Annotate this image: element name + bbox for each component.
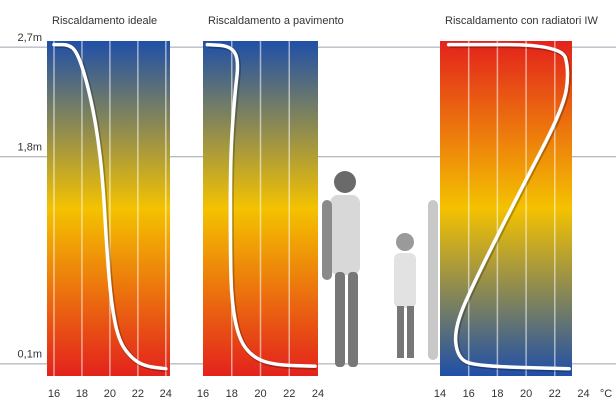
x-tick-label: 24: [577, 388, 589, 400]
x-tick-label: 16: [197, 388, 209, 400]
x-tick-label: 24: [312, 388, 324, 400]
x-tick-label: 22: [132, 388, 144, 400]
x-tick-label: 22: [283, 388, 295, 400]
x-axis-label: °C: [600, 388, 612, 400]
x-tick-label: 18: [76, 388, 88, 400]
x-tick-label: 24: [160, 388, 172, 400]
x-tick-label: 20: [254, 388, 266, 400]
x-tick-label: 20: [520, 388, 532, 400]
y-tick-label: 2,7m: [18, 32, 42, 44]
x-tick-label: 18: [226, 388, 238, 400]
panel-title: Riscaldamento a pavimento: [208, 15, 344, 27]
profile-line: [446, 42, 571, 371]
y-tick-label: 0,1m: [18, 349, 42, 361]
x-tick-label: 14: [434, 388, 446, 400]
profile-line: [52, 42, 168, 371]
y-tick-label: 1,8m: [18, 142, 42, 154]
x-tick-label: 22: [549, 388, 561, 400]
panel-title: Riscaldamento con radiatori IW: [445, 15, 598, 27]
x-tick-label: 18: [491, 388, 503, 400]
x-tick-label: 16: [463, 388, 475, 400]
x-tick-label: 20: [104, 388, 116, 400]
panel-title: Riscaldamento ideale: [52, 15, 157, 27]
x-tick-label: 16: [48, 388, 60, 400]
profile-line: [205, 42, 317, 369]
people-illustration: [322, 171, 438, 367]
panel: [47, 41, 170, 376]
panel: [440, 41, 572, 376]
